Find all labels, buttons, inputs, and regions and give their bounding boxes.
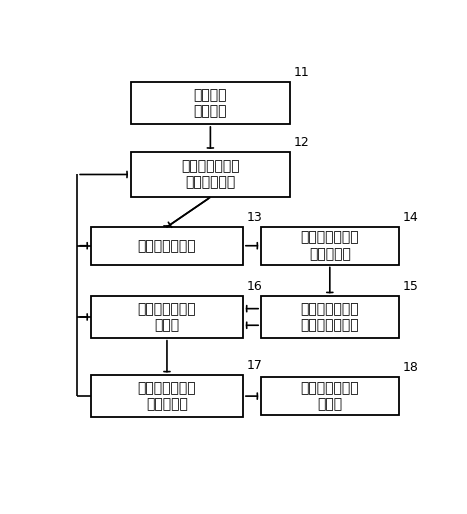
Text: 仿真计算结果判
断模块: 仿真计算结果判 断模块: [138, 302, 196, 332]
FancyBboxPatch shape: [261, 227, 399, 265]
Text: 仿真计算模型程
序自动执行模块: 仿真计算模型程 序自动执行模块: [300, 302, 359, 332]
Text: 17: 17: [247, 359, 262, 372]
Text: 仿真计算模型参
数调整模块: 仿真计算模型参 数调整模块: [138, 381, 196, 411]
Text: 18: 18: [402, 361, 418, 374]
Text: 11: 11: [294, 66, 309, 79]
FancyBboxPatch shape: [261, 377, 399, 415]
Text: 14: 14: [402, 211, 418, 224]
FancyBboxPatch shape: [91, 375, 243, 417]
FancyBboxPatch shape: [131, 82, 290, 124]
Text: 16: 16: [247, 280, 262, 293]
Text: 数据卡生成模块: 数据卡生成模块: [138, 238, 196, 253]
FancyBboxPatch shape: [91, 227, 243, 265]
Text: 15: 15: [402, 280, 418, 293]
Text: 12: 12: [294, 136, 309, 149]
Text: 仿真计算模型程
序生成模块: 仿真计算模型程 序生成模块: [300, 231, 359, 261]
Text: 13: 13: [247, 211, 262, 224]
FancyBboxPatch shape: [91, 296, 243, 338]
FancyBboxPatch shape: [261, 296, 399, 338]
Text: 仿真计算模型主
文件生成模块: 仿真计算模型主 文件生成模块: [181, 159, 240, 190]
FancyBboxPatch shape: [131, 152, 290, 197]
Text: 仿真计算结果输
出模块: 仿真计算结果输 出模块: [300, 381, 359, 411]
Text: 数据格式
处理模块: 数据格式 处理模块: [194, 88, 227, 118]
